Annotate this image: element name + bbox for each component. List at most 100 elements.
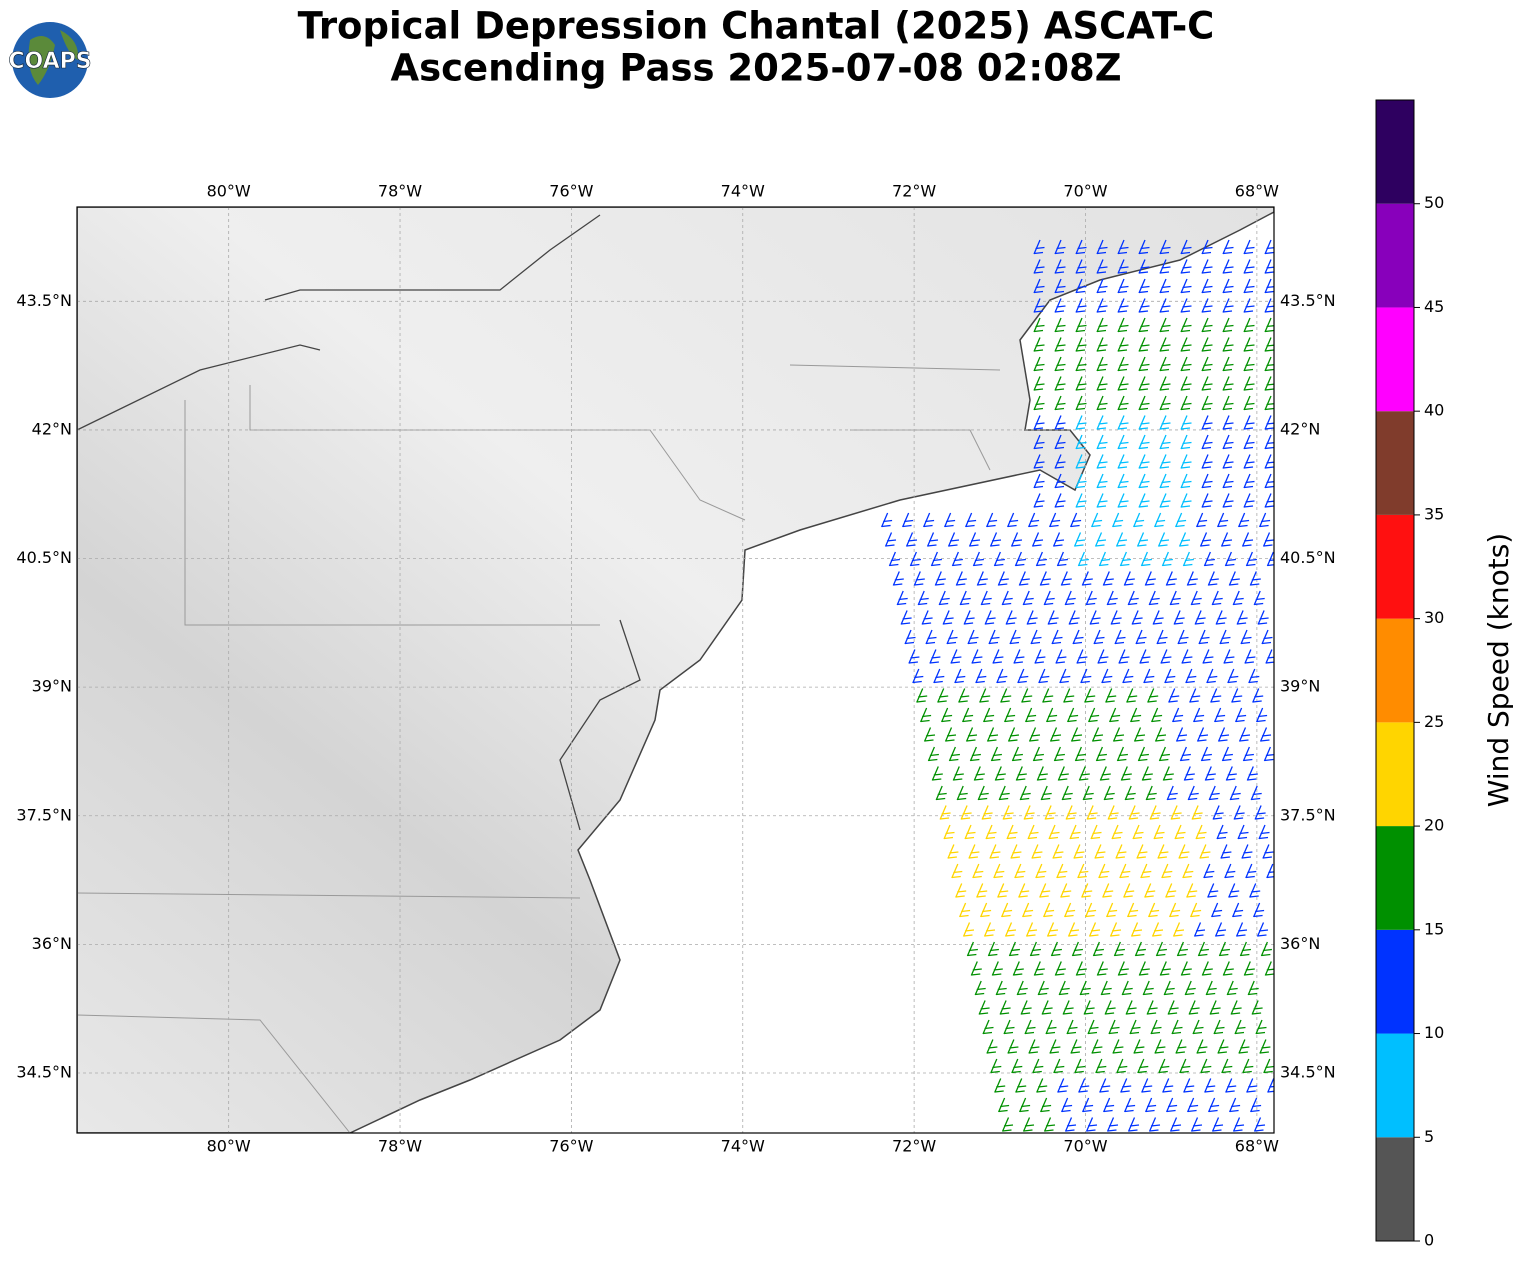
colorbar-bin [1376,100,1414,204]
wind-barb [1228,571,1240,586]
wind-barb [1243,298,1255,313]
wind-barb [1077,863,1089,879]
wind-barb [1120,766,1132,781]
wind-barb [1201,493,1213,508]
wind-barb [1008,941,1020,957]
wind-barb [1056,863,1068,879]
wind-barb [1033,493,1045,508]
wind-barb [1180,317,1192,333]
wind-barb [1182,551,1194,567]
wind-barb [1096,298,1108,313]
wind-barb [955,883,967,898]
wind-barb [921,610,933,625]
wind-barb [1158,746,1170,762]
wind-barb [1025,922,1038,937]
wind-barb [951,863,963,879]
wind-barb [1049,1039,1061,1054]
wind-barb [990,746,1002,762]
wind-barb [1090,824,1102,840]
wind-barb [1157,1157,1168,1171]
wind-barb [998,1097,1010,1113]
wind-barb [1203,863,1215,879]
wind-barb [1147,688,1159,703]
wind-barb [1144,883,1156,898]
wind-barb [1180,239,1192,255]
wind-barb [923,512,935,528]
wind-barb [1115,844,1127,859]
wind-barb [1179,746,1191,762]
wind-barb [1262,532,1274,547]
wind-barb [1061,785,1073,801]
logo-text: COAPS [8,49,91,74]
colorbar-label: Wind Speed (knots) [1482,533,1513,807]
wind-barb [1112,512,1124,528]
wind-barb [1053,1058,1065,1074]
wind-barb [1039,571,1051,586]
wind-barb [1064,590,1076,606]
wind-barb [1018,883,1030,898]
wind-barb [988,629,1000,645]
wind-barb [1154,1039,1166,1054]
wind-barb [990,1058,1002,1074]
wind-barb [1012,961,1024,976]
wind-barb [1117,239,1129,255]
wind-barb [944,512,956,528]
wind-barb [1188,1000,1200,1015]
wind-barb [1209,1000,1221,1015]
wind-barb [1174,824,1186,840]
wind-barb [1132,824,1144,840]
colorbar-bin [1376,1137,1414,1241]
wind-barb [1151,922,1164,937]
lon-label: 76°W [549,182,593,201]
wind-barb [1155,941,1167,957]
wind-barb [1039,883,1051,898]
logo: COAPS [8,22,92,98]
wind-barb [1237,824,1249,840]
wind-barb [1007,512,1019,528]
wind-barb [1138,376,1150,391]
wind-barb [1180,493,1192,508]
wind-barb [959,902,971,918]
colorbar-bin [1376,929,1414,1034]
wind-barb [1222,415,1234,430]
wind-barb [1214,922,1227,937]
wind-barb [987,941,999,957]
wind-barb [1031,1157,1042,1171]
wind-barb [1091,727,1104,742]
wind-barb [1122,668,1134,684]
wind-barb [1159,337,1171,352]
wind-barb [1035,551,1047,567]
wind-barb [1191,805,1203,820]
wind-barb [968,532,981,547]
wind-barb [1159,376,1171,391]
wind-barb [1138,454,1150,469]
wind-barb [1197,941,1209,957]
wind-barb [1133,512,1145,528]
wind-barb [1252,688,1264,703]
wind-barb [1053,746,1065,762]
wind-barb [1105,688,1117,703]
wind-barb [1254,805,1266,820]
wind-barb [1063,688,1075,703]
wind-barb [1033,278,1045,294]
wind-barb [1154,727,1167,742]
wind-barb [927,746,939,762]
lon-label: 78°W [378,1137,422,1156]
wind-barb [1070,512,1082,528]
wind-barb [920,707,932,723]
wind-barb [1185,668,1197,684]
lon-label: 74°W [721,1137,765,1156]
wind-barb [1117,356,1129,372]
wind-barb [1019,1097,1031,1113]
wind-barb [968,844,980,859]
wind-barb [1243,239,1255,255]
wind-barb [1261,629,1273,645]
wind-barb [1169,902,1181,918]
wind-barb [998,785,1010,801]
wind-barb [1054,493,1066,508]
wind-barb [1088,922,1101,937]
wind-barb [1067,707,1079,723]
wind-barb [986,727,999,742]
wind-barb [1064,1117,1077,1132]
